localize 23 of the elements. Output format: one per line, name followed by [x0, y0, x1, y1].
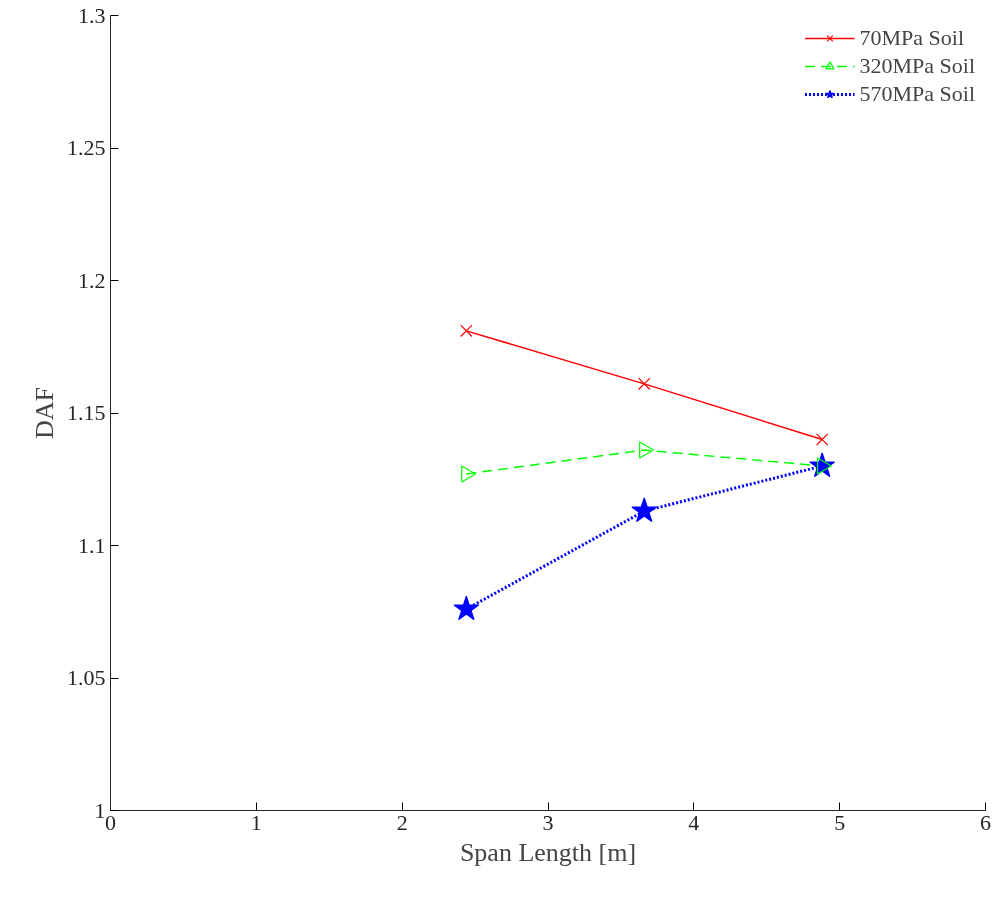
x-axis-title: Span Length [m] — [459, 837, 637, 867]
x-tick-label: 6 — [980, 809, 991, 835]
y-tick-label: 1.15 — [67, 400, 106, 425]
point — [453, 595, 480, 621]
y-tick-label: 1.2 — [78, 267, 106, 293]
y-tick-label: 1.05 — [67, 665, 106, 690]
point — [631, 497, 658, 523]
legend-label: 70MPa Soil — [859, 25, 964, 51]
x-tick-label: 3 — [542, 809, 554, 835]
point — [637, 377, 651, 391]
point — [460, 324, 473, 338]
x-tick-label: 1 — [250, 809, 262, 835]
x-tick-label: 4 — [688, 809, 700, 835]
legend-label: 570MPa Soil — [859, 81, 975, 107]
y-tick-label: 1.25 — [67, 135, 106, 160]
x-tick-label: 0 — [105, 809, 116, 835]
point — [815, 433, 829, 446]
x-tick-label: 5 — [834, 809, 846, 835]
y-tick-label: 1.3 — [78, 2, 106, 28]
y-tick-label: 1.1 — [78, 532, 106, 558]
y-axis-title: DAF — [30, 386, 59, 440]
legend-label: 320MPa Soil — [859, 53, 975, 79]
x-tick-label: 2 — [396, 809, 408, 835]
